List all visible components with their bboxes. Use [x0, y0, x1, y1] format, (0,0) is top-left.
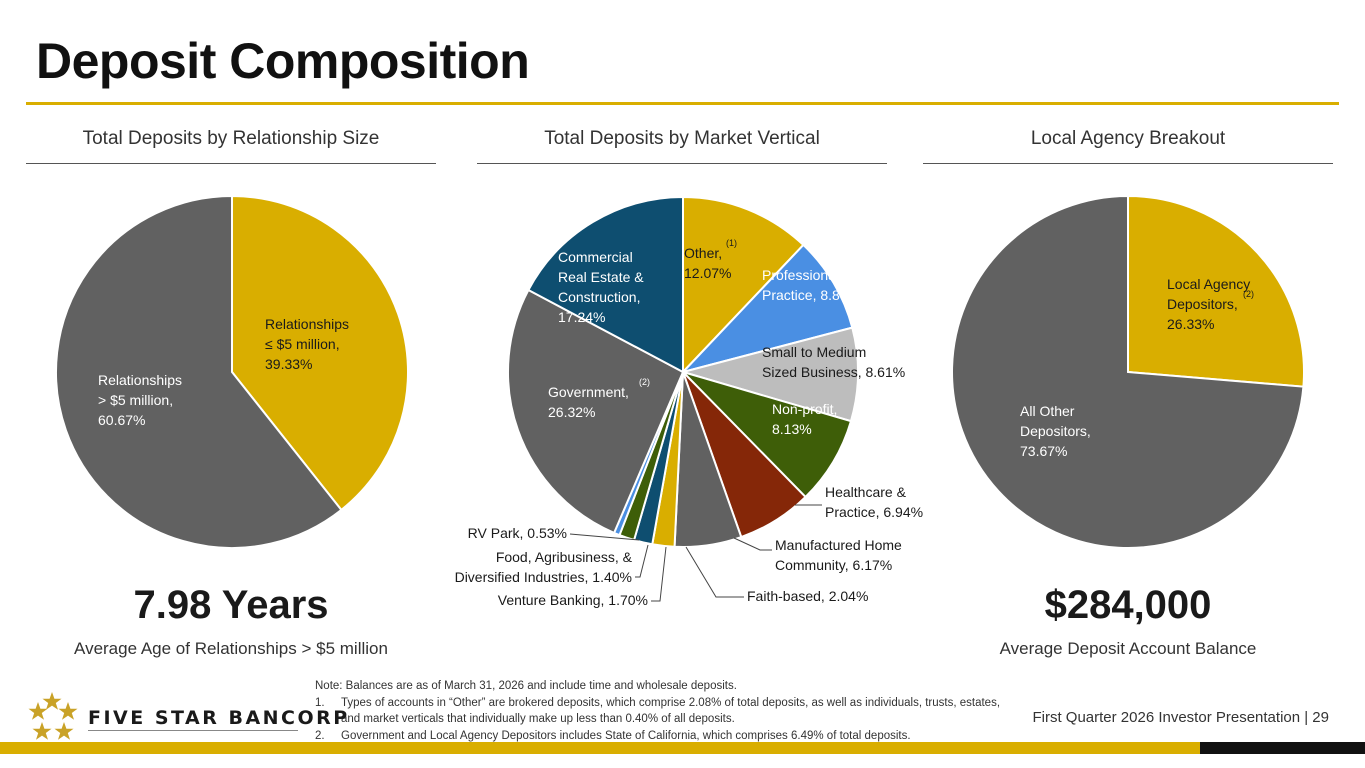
pie-slice-non-profit: [679, 369, 853, 499]
pie-slice-relationships: [55, 194, 343, 549]
leader-line: [733, 537, 772, 551]
pie-label-non-profit: Non-profit, 8.13%: [772, 401, 837, 437]
leader-line: [635, 544, 649, 578]
logo-wordmark: FIVE STAR BANCORP: [88, 707, 350, 729]
logo-underline: [88, 730, 298, 731]
avg-age-value: 7.98 Years: [133, 583, 329, 627]
footnote-marker: (1): [726, 238, 737, 248]
section-heading-market-vertical: Total Deposits by Market Vertical: [544, 128, 820, 149]
footnote-1-number: 1.: [315, 696, 325, 709]
pie-label-food-agribusiness: Food, Agribusiness, & Diversified Industr…: [455, 549, 633, 585]
pie-chart-1: Relationships ≤ $5 million, 39.33% Relation…: [55, 194, 409, 549]
pie-label-professional-service: Professional Service Practice, 8.85%: [762, 267, 890, 303]
pie-slice-small-to-medium: [679, 326, 859, 423]
logo-star-icon: [28, 702, 48, 720]
pie-label-commercial: Commercial Real Estate & Construction, 17.2…: [558, 249, 644, 325]
pie-label-healthcare: Healthcare & Practice, 6.94%: [825, 484, 923, 520]
pie-label-small-to-medium: Small to Medium Sized Business, 8.61%: [762, 344, 905, 380]
pie-slice-relationships: [231, 194, 409, 512]
title-divider: [26, 102, 1339, 105]
avg-balance-value: $284,000: [1044, 583, 1212, 627]
section-divider-left: [26, 163, 436, 164]
section-divider-middle: [477, 163, 887, 164]
pie-label-local-agency: Local Agency Depositors, 26.33%: [1167, 276, 1250, 332]
logo-star-icon: [58, 702, 78, 720]
pie-slice-all-other: [951, 194, 1305, 549]
footnote-2-number: 2.: [315, 729, 325, 742]
footnotes: Note: Balances are as of March 31, 2026 …: [315, 678, 1005, 744]
pie-slice-other: [682, 195, 805, 375]
five-star-logo-icon: [28, 692, 78, 740]
bottom-accent-bar: [0, 742, 1200, 754]
pie-label-all-other: All Other Depositors, 73.67%: [1020, 403, 1091, 459]
avg-age-caption: Average Age of Relationships > $5 millio…: [74, 639, 388, 658]
avg-balance-caption: Average Deposit Account Balance: [999, 639, 1257, 658]
leader-line: [651, 546, 667, 602]
section-heading-local-agency: Local Agency Breakout: [1030, 128, 1226, 149]
footnote-1: 1. Types of accounts in “Other” are broke…: [315, 695, 1005, 728]
pie-label-relationships: Relationships > $5 million, 60.67%: [98, 372, 182, 428]
pie-slice-local-agency: [1127, 194, 1305, 388]
pie-chart-2: Other, 12.07%(1) Professional Service Pract…: [455, 195, 923, 608]
pie-slice-professional-service: [679, 243, 854, 374]
pie-label-other: Other, 12.07%: [684, 245, 731, 281]
section-heading-relationship-size: Total Deposits by Relationship Size: [82, 128, 380, 149]
footnote-1-text: Types of accounts in “Other” are brokere…: [341, 696, 1001, 726]
pie-label-venture-banking-1-70: Venture Banking, 1.70%: [498, 592, 648, 608]
footnote-intro: Note: Balances are as of March 31, 2026 …: [315, 680, 737, 692]
footnote-marker: (2): [639, 377, 650, 387]
bottom-dark-bar: [1200, 742, 1365, 754]
footnote-marker: (2): [1243, 289, 1254, 299]
logo-star-icon: [54, 722, 74, 740]
pie-label-government: Government, 26.32%: [548, 384, 629, 420]
pie-label-rv-park-0-53: RV Park, 0.53%: [468, 525, 567, 541]
pie-chart-3: Local Agency Depositors, 26.33%(2) All Othe…: [951, 194, 1305, 549]
leader-line: [685, 546, 744, 598]
pie-label-relationships: Relationships ≤ $5 million, 39.33%: [265, 316, 349, 372]
pie-label-faith-based-2-04: Faith-based, 2.04%: [747, 588, 868, 604]
footnote-2: 2. Government and Local Agency Depositors…: [315, 728, 1005, 745]
pie-label-manufactured-home: Manufactured Home Community, 6.17%: [775, 537, 902, 573]
leader-line: [569, 533, 640, 541]
pie-slice-commercial: [527, 195, 684, 374]
logo-star-icon: [32, 722, 52, 740]
section-divider-right: [923, 163, 1333, 164]
logo-star-icon: [42, 692, 62, 710]
pie-slice-government: [507, 288, 685, 535]
footnote-2-text: Government and Local Agency Depositors i…: [341, 729, 911, 742]
footer-presentation-label: First Quarter 2026 Investor Presentation…: [1032, 709, 1329, 726]
page-title: Deposit Composition: [36, 33, 530, 89]
